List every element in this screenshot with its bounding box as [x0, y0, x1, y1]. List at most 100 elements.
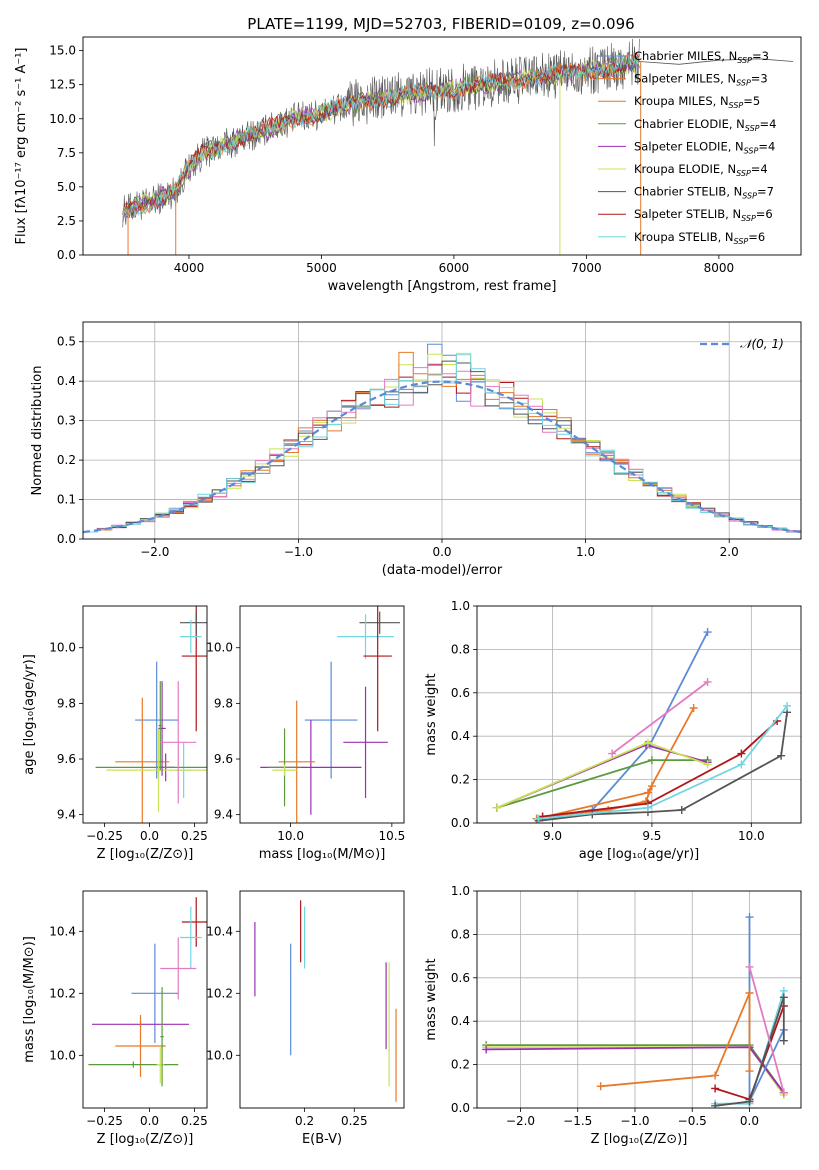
weight_vs_Z-marker — [745, 962, 754, 971]
age_vs_Z-errorbar — [181, 606, 207, 732]
residuals-xtick-label: 0.0 — [432, 545, 451, 559]
age_vs_Z-errorbar — [135, 661, 179, 779]
age_vs_Z-errorbar — [160, 681, 197, 804]
spectrum-ytick-label: 15.0 — [49, 44, 76, 58]
weight_vs_age-ytick-label: 1.0 — [451, 599, 470, 613]
weight_vs_Z-xtick-label: −1.0 — [620, 1114, 649, 1128]
mass_vs_Z-errorbar — [131, 943, 179, 1043]
weight_vs_age-marker — [534, 814, 543, 823]
residuals-xtick-label: −2.0 — [140, 545, 169, 559]
age_vs_mass-axes: 10.0 10.5 9.4 9.6 9.8 10.0 mass [log₁₀(M/M⊙)] — [206, 605, 405, 862]
residuals-xlabel: (data-model)/error — [382, 563, 503, 578]
legend-entry: Salpeter ELODIE, NSSP=4 — [634, 139, 775, 155]
mass_vs_Z-errorbar — [180, 906, 202, 969]
mass_vs_Z-errorbar — [160, 987, 164, 1087]
weight_vs_age-marker — [737, 760, 746, 769]
mass_vs_Z-frame — [82, 890, 208, 1109]
legend-entry: Chabrier STELIB, NSSP=7 — [634, 185, 774, 201]
weight_vs_Z-axes: −2.0 −1.5 −1.0 −0.5 0.0 0.0 0.2 0.4 0.6 0.8 1.0 Z [… — [424, 884, 802, 1147]
gaussian-reference-line — [83, 380, 801, 534]
spectrum-frame — [82, 36, 802, 256]
age_vs_Z-ytick-label: 9.8 — [57, 696, 76, 710]
weight_vs_Z-marker — [711, 1071, 720, 1080]
weight_vs_Z-ytick-label: 1.0 — [451, 884, 470, 898]
weight_vs_age-marker — [783, 701, 792, 710]
spectrum-xtick-label: 6000 — [439, 261, 470, 275]
weight_vs_age-marker — [703, 628, 712, 637]
spectrum-ylabel: Flux [fλ10⁻¹⁷ erg cm⁻² s⁻¹ A⁻¹] — [14, 48, 29, 245]
spectrum-xlabel: wavelength [Angstrom, rest frame] — [328, 279, 557, 294]
weight_vs_Z-marker — [711, 1084, 720, 1093]
mass_vs_Z-ytick-label: 10.2 — [49, 986, 76, 1000]
weight_vs_Z-frame — [476, 890, 802, 1109]
age_vs_Z-ylabel: age [log₁₀(age/yr)] — [22, 654, 37, 775]
mass_vs_Z-ylabel: mass [log₁₀(M/M⊙)] — [22, 936, 37, 1063]
weight_vs_age-ytick-label: 0.4 — [451, 729, 470, 743]
mass_vs_EBV-ytick-label: 10.4 — [206, 924, 233, 938]
mass_vs_Z-errorbar — [88, 1061, 179, 1068]
residuals-ytick-label: 0.2 — [57, 453, 76, 467]
weight_vs_age-axes: 9.0 9.5 10.0 0.0 0.2 0.4 0.6 0.8 1.0 age [log₁₀(a… — [424, 599, 802, 862]
weight_vs_Z-marker — [596, 1082, 605, 1091]
weight_vs_Z-series-line — [748, 966, 785, 1094]
spectrum-ytick-label: 12.5 — [49, 78, 76, 92]
age_vs_Z-axes: −0.25 0.0 0.25 9.4 9.6 9.8 10.0 Z [log₁₀(Z/Z⊙)]… — [22, 605, 208, 862]
age_vs_mass-ytick-label: 10.0 — [206, 641, 233, 655]
weight_vs_age-marker — [643, 803, 652, 812]
weight_vs_age-marker — [689, 703, 698, 712]
figure-title: PLATE=1199, MJD=52703, FIBERID=0109, z=0… — [247, 15, 634, 33]
residuals-ytick-label: 0.5 — [57, 335, 76, 349]
age_vs_mass-xlabel: mass [log₁₀(M/M⊙)] — [259, 847, 386, 862]
weight_vs_age-ylabel: mass weight — [424, 673, 439, 755]
weight_vs_age-ytick-label: 0.8 — [451, 642, 470, 656]
weight_vs_age-marker — [703, 677, 712, 686]
age_vs_mass-errorbar — [278, 700, 315, 823]
age_vs_mass-errorbar — [272, 764, 297, 776]
legend-entry: Salpeter STELIB, NSSP=6 — [634, 207, 773, 223]
weight_vs_Z-marker — [779, 993, 788, 1002]
weight_vs_Z-marker — [779, 1036, 788, 1045]
weight_vs_age-marker — [677, 805, 686, 814]
residuals-ytick-label: 0.1 — [57, 493, 76, 507]
residuals-ytick-label: 0.0 — [57, 532, 76, 546]
legend-entry: Kroupa STELIB, NSSP=6 — [634, 230, 765, 246]
spectrum-model-line — [122, 57, 640, 222]
weight_vs_age-marker — [777, 751, 786, 760]
weight_vs_age-marker — [647, 756, 656, 765]
age_vs_mass-xtick-label: 10.5 — [378, 829, 405, 843]
weight_vs_age-series-line — [538, 712, 788, 822]
legend-entry: Kroupa MILES, NSSP=5 — [634, 94, 760, 110]
spectrum-ytick-label: 7.5 — [57, 146, 76, 160]
age_vs_mass-errorbar — [363, 606, 392, 732]
mass_vs_Z-errorbar — [156, 1046, 164, 1084]
age_vs_Z-errorbar — [106, 728, 207, 812]
age_vs_Z-frame — [82, 605, 208, 824]
weight_vs_Z-ytick-label: 0.6 — [451, 971, 470, 985]
age_vs_Z-errorbar — [180, 611, 207, 634]
weight_vs_age-marker — [647, 782, 656, 791]
weight_vs_age-series-line — [611, 681, 709, 755]
mass_vs_Z-xtick-label: 0.25 — [181, 1114, 208, 1128]
residuals-xtick-label: −1.0 — [284, 545, 313, 559]
spectrum-observed-tail — [639, 58, 794, 65]
residuals-ytick-label: 0.4 — [57, 374, 76, 388]
mass_vs_EBV-frame — [239, 890, 405, 1109]
age_vs_Z-xtick-label: 0.0 — [140, 829, 159, 843]
age_vs_mass-ytick-label: 9.8 — [214, 696, 233, 710]
mass_vs_EBV-xlabel: E(B-V) — [302, 1132, 342, 1147]
age_vs_Z-xtick-label: 0.25 — [181, 829, 208, 843]
age_vs_Z-ytick-label: 9.4 — [57, 808, 76, 822]
weight_vs_age-xtick-label: 9.5 — [642, 829, 661, 843]
spectrum-ytick-label: 5.0 — [57, 180, 76, 194]
spectrum-legend: Chabrier MILES, NSSP=3 Salpeter MILES, NS… — [598, 49, 776, 246]
age_vs_mass-frame — [239, 605, 405, 824]
spectrum-ytick-label: 10.0 — [49, 112, 76, 126]
plot-layer: 4000 5000 6000 7000 8000 0.0 2.5 5.0 7.5 10.0 12.5… — [14, 36, 802, 1147]
weight_vs_Z-marker — [711, 1101, 720, 1108]
weight_vs_age-ytick-label: 0.0 — [451, 816, 470, 830]
weight_vs_age-xlabel: age [log₁₀(age/yr)] — [579, 847, 700, 862]
spectrum-model-line — [122, 52, 640, 218]
weight_vs_Z-series-line — [600, 992, 751, 1088]
mass_vs_Z-xtick-label: −0.25 — [86, 1114, 123, 1128]
